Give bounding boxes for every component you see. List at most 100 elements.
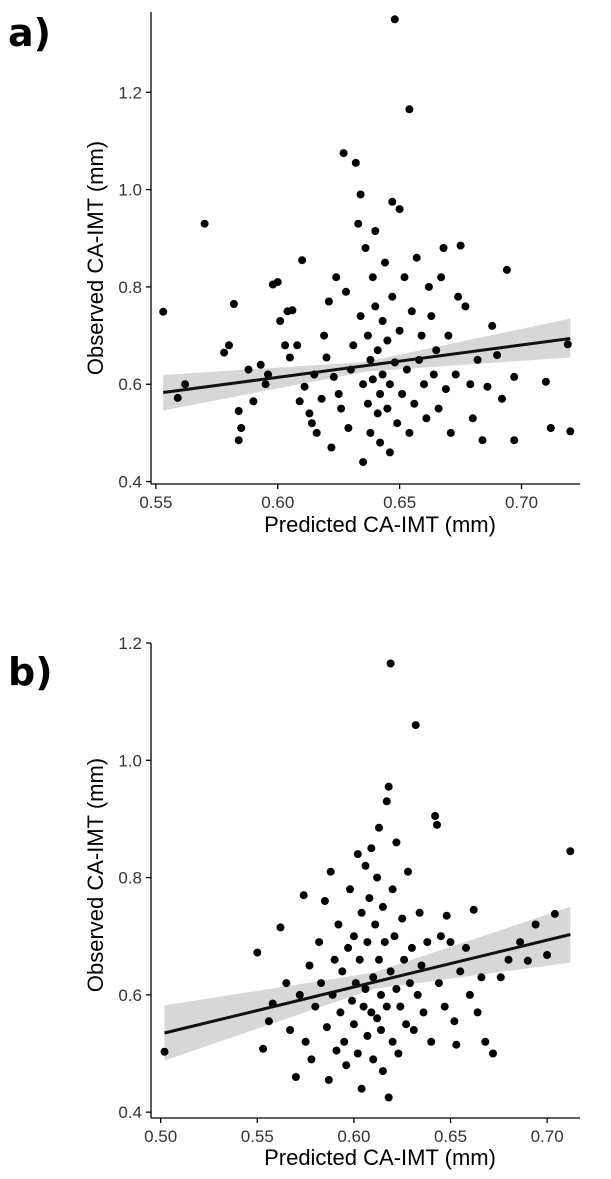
data-point bbox=[365, 894, 374, 903]
data-point bbox=[234, 436, 243, 445]
data-point bbox=[286, 1026, 295, 1034]
data-point bbox=[342, 287, 350, 296]
data-point bbox=[392, 838, 401, 847]
data-point bbox=[375, 823, 383, 832]
data-point bbox=[398, 914, 407, 923]
data-point bbox=[439, 244, 448, 252]
panel-b-x-ticks: 0.50 0.55 0.60 0.65 0.70 bbox=[144, 1118, 564, 1146]
data-point bbox=[431, 812, 440, 820]
data-point bbox=[329, 372, 338, 381]
y-tick-label: 1.0 bbox=[118, 181, 142, 200]
data-point bbox=[229, 300, 238, 308]
data-point bbox=[488, 321, 497, 330]
panel-b-y-ticks: 0.4 0.6 0.8 1.0 1.2 bbox=[118, 634, 151, 1122]
data-point bbox=[473, 355, 482, 364]
data-point bbox=[390, 15, 399, 24]
data-point bbox=[351, 158, 360, 167]
data-point bbox=[346, 885, 354, 894]
data-point bbox=[392, 985, 401, 993]
data-point bbox=[423, 938, 432, 947]
data-point bbox=[317, 979, 326, 988]
data-point bbox=[413, 990, 422, 999]
data-point bbox=[295, 990, 304, 999]
data-point bbox=[336, 1008, 345, 1017]
data-point bbox=[469, 905, 478, 914]
data-point bbox=[396, 1002, 405, 1011]
data-point bbox=[281, 341, 290, 350]
data-point bbox=[478, 436, 487, 445]
data-point bbox=[377, 990, 385, 999]
data-point bbox=[369, 1055, 378, 1064]
panel-b-label: b) bbox=[8, 650, 53, 694]
data-point bbox=[200, 219, 209, 228]
y-tick-label: 0.8 bbox=[118, 278, 142, 297]
x-tick-label: 0.60 bbox=[337, 1127, 370, 1146]
data-point bbox=[291, 1073, 300, 1081]
data-point bbox=[424, 282, 433, 291]
data-point bbox=[381, 258, 389, 267]
data-point bbox=[159, 307, 168, 316]
data-point bbox=[244, 365, 253, 374]
data-point bbox=[369, 973, 378, 982]
data-point bbox=[348, 996, 356, 1005]
data-point bbox=[446, 428, 455, 437]
data-point bbox=[380, 938, 389, 947]
data-point bbox=[327, 443, 336, 452]
data-point bbox=[249, 397, 258, 406]
data-point bbox=[386, 659, 395, 668]
data-point bbox=[353, 1049, 362, 1058]
x-tick-label: 0.50 bbox=[144, 1127, 177, 1146]
data-point bbox=[394, 1049, 403, 1058]
data-point bbox=[181, 380, 190, 389]
data-point bbox=[384, 1093, 393, 1102]
data-point bbox=[373, 409, 382, 418]
data-point bbox=[531, 920, 540, 929]
x-tick-label: 0.55 bbox=[139, 493, 172, 512]
data-point bbox=[382, 797, 391, 806]
panel-b: b) 0.50 0.55 0.60 0.65 0.70 0.40.60.81.01.2 … bbox=[8, 634, 580, 1170]
data-point bbox=[355, 955, 364, 964]
data-point bbox=[437, 273, 446, 282]
data-point bbox=[320, 331, 329, 340]
data-point bbox=[451, 370, 460, 379]
data-point bbox=[373, 346, 382, 355]
data-point bbox=[354, 219, 363, 228]
data-point bbox=[373, 873, 382, 882]
data-point bbox=[322, 353, 331, 362]
data-point bbox=[450, 1017, 459, 1026]
panel-b-points bbox=[160, 659, 575, 1102]
data-point bbox=[427, 312, 436, 321]
data-point bbox=[454, 292, 463, 301]
panel-b-y-axis-title: Observed CA-IMT (mm) bbox=[83, 758, 108, 992]
data-point bbox=[317, 394, 326, 403]
x-tick-label: 0.70 bbox=[505, 493, 538, 512]
data-point bbox=[375, 955, 383, 964]
panel-a-x-ticks: 0.55 0.60 0.65 0.70 bbox=[139, 484, 538, 512]
x-tick-label: 0.60 bbox=[261, 493, 294, 512]
data-point bbox=[452, 1040, 461, 1049]
data-point bbox=[422, 414, 431, 423]
x-tick-label: 0.55 bbox=[241, 1127, 274, 1146]
data-point bbox=[363, 331, 372, 340]
data-point bbox=[434, 979, 443, 988]
data-point bbox=[353, 850, 362, 859]
data-point bbox=[405, 428, 414, 437]
data-point bbox=[412, 253, 421, 262]
data-point bbox=[256, 360, 265, 369]
data-point bbox=[349, 932, 358, 941]
data-point bbox=[225, 341, 233, 350]
data-point bbox=[368, 375, 377, 384]
x-tick-label: 0.65 bbox=[383, 493, 416, 512]
data-point bbox=[276, 317, 285, 325]
panel-a-label: a) bbox=[8, 11, 51, 55]
data-point bbox=[298, 256, 307, 265]
data-point bbox=[326, 867, 335, 876]
panel-b-x-axis-title: Predicted CA-IMT (mm) bbox=[264, 1145, 496, 1170]
data-point bbox=[334, 920, 343, 929]
data-point bbox=[415, 908, 424, 917]
data-point bbox=[378, 902, 387, 911]
data-point bbox=[411, 721, 420, 730]
data-point bbox=[359, 1002, 368, 1011]
data-point bbox=[407, 943, 416, 952]
data-point bbox=[361, 861, 370, 870]
